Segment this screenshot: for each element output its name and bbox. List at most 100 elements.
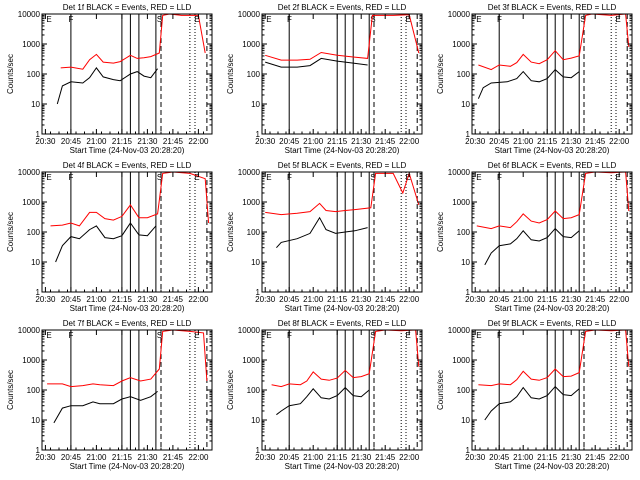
y-axis-label: Counts/sec (226, 370, 235, 410)
y-tick-label: 10 (251, 100, 260, 109)
x-tick-label: 20:30 (465, 295, 486, 304)
y-tick-label: 1000 (452, 40, 470, 49)
y-axis-label: Counts/sec (6, 212, 15, 252)
x-tick-label: 20:30 (35, 453, 56, 462)
x-tick-label: 21:15 (112, 137, 133, 146)
x-tick-label: 21:45 (375, 137, 396, 146)
x-tick-label: 21:45 (163, 453, 184, 462)
x-tick-label: 21:00 (513, 295, 534, 304)
y-tick-label: 10 (461, 100, 470, 109)
flag-label: S (580, 15, 585, 24)
x-tick-label: 21:00 (86, 137, 107, 146)
y-axis-label: Counts/sec (226, 54, 235, 94)
y-tick-label: 1000 (242, 40, 260, 49)
flag-label: E (194, 173, 199, 182)
y-tick-label: 1 (466, 288, 471, 297)
x-tick-label: 20:30 (465, 137, 486, 146)
flag-label: S (580, 331, 585, 340)
y-tick-label: 100 (27, 228, 41, 237)
flag-label: E (194, 15, 199, 24)
x-axis-label: Start Time (24-Nov-03 20:28:20) (285, 462, 400, 471)
events-series-line (276, 216, 368, 249)
y-tick-label: 1000 (22, 40, 40, 49)
x-axis-label: Start Time (24-Nov-03 20:28:20) (495, 462, 610, 471)
y-tick-label: 10 (251, 258, 260, 267)
panel-title: Det 5f BLACK = Events, RED = LLD (278, 161, 407, 170)
y-tick-label: 1000 (242, 198, 260, 207)
events-series-line (477, 68, 580, 99)
flag-label: E (615, 331, 620, 340)
y-tick-label: 1 (256, 288, 261, 297)
y-tick-label: 1000 (452, 198, 470, 207)
x-tick-label: 22:00 (188, 453, 209, 462)
events-series-line (276, 386, 370, 416)
x-tick-label: 21:30 (561, 453, 582, 462)
flag-label: F (497, 15, 502, 24)
y-tick-label: 100 (27, 70, 41, 79)
panel-title: Det 7f BLACK = Events, RED = LLD (63, 319, 192, 328)
x-tick-label: 20:45 (279, 453, 300, 462)
detector-panel-2: Det 2f BLACK = Events, RED = LLD E F S E 1 10 1… (226, 3, 423, 155)
y-axis-label: Counts/sec (6, 54, 15, 94)
x-tick-label: 22:00 (609, 453, 630, 462)
x-tick-label: 21:00 (86, 295, 107, 304)
x-tick-label: 22:00 (188, 137, 209, 146)
y-axis-label: Counts/sec (226, 212, 235, 252)
x-tick-label: 22:00 (399, 453, 420, 462)
flag-label: S (370, 15, 375, 24)
flag-label: E (46, 173, 51, 182)
flag-label: S (157, 15, 162, 24)
panel-title: Det 6f BLACK = Events, RED = LLD (488, 161, 617, 170)
x-tick-label: 20:30 (255, 137, 276, 146)
x-tick-label: 21:15 (112, 295, 133, 304)
x-tick-label: 21:30 (561, 295, 582, 304)
lld-series-line (265, 14, 420, 61)
x-tick-label: 21:30 (351, 295, 372, 304)
x-tick-label: 22:00 (399, 137, 420, 146)
panel-title: Det 9f BLACK = Events, RED = LLD (488, 319, 617, 328)
y-tick-label: 1000 (452, 356, 470, 365)
x-tick-label: 22:00 (609, 137, 630, 146)
x-tick-label: 21:30 (351, 137, 372, 146)
y-tick-label: 100 (247, 386, 261, 395)
x-tick-label: 22:00 (399, 295, 420, 304)
x-tick-label: 20:45 (61, 453, 82, 462)
flag-label: E (615, 15, 620, 24)
events-series-line (265, 57, 368, 68)
y-tick-label: 1 (256, 446, 261, 455)
x-tick-label: 21:30 (137, 453, 158, 462)
y-tick-label: 10 (251, 416, 260, 425)
detector-panel-8: Det 8f BLACK = Events, RED = LLD E F S E 1 10 1… (226, 319, 423, 471)
flag-label: S (370, 331, 375, 340)
panel-title: Det 8f BLACK = Events, RED = LLD (278, 319, 407, 328)
x-axis-label: Start Time (24-Nov-03 20:28:20) (495, 304, 610, 313)
y-tick-label: 100 (27, 386, 41, 395)
x-axis-label: Start Time (24-Nov-03 20:28:20) (285, 304, 400, 313)
x-tick-label: 20:45 (61, 295, 82, 304)
x-tick-label: 20:45 (489, 295, 510, 304)
x-tick-label: 21:15 (327, 295, 348, 304)
panel-title: Det 1f BLACK = Events, RED = LLD (63, 3, 192, 12)
y-tick-label: 10000 (448, 326, 471, 335)
plot-frame (261, 13, 423, 135)
x-tick-label: 21:30 (351, 453, 372, 462)
x-axis-label: Start Time (24-Nov-03 20:28:20) (70, 304, 185, 313)
y-tick-label: 1 (256, 130, 261, 139)
x-tick-label: 20:30 (465, 453, 486, 462)
x-axis-label: Start Time (24-Nov-03 20:28:20) (285, 146, 400, 155)
y-tick-label: 10000 (448, 10, 471, 19)
events-series-line (55, 222, 157, 263)
detector-panel-6: Det 6f BLACK = Events, RED = LLD E F S E 1 10 1… (436, 161, 633, 313)
y-tick-label: 10 (31, 100, 40, 109)
x-tick-label: 20:45 (489, 453, 510, 462)
y-tick-label: 10000 (238, 326, 261, 335)
x-tick-label: 22:00 (188, 295, 209, 304)
flag-label: F (69, 331, 74, 340)
events-series-line (53, 391, 158, 424)
x-axis-label: Start Time (24-Nov-03 20:28:20) (495, 146, 610, 155)
